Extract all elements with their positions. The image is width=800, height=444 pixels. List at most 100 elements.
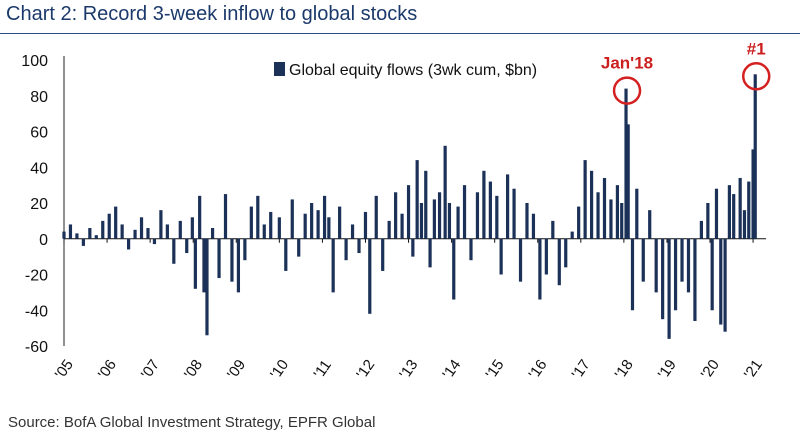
- bar: [202, 238, 206, 293]
- y-tick-label: 60: [30, 125, 48, 142]
- bar: [452, 238, 456, 300]
- bar: [68, 224, 73, 239]
- bar: [146, 228, 150, 239]
- bar: [81, 238, 85, 246]
- bar-series: [62, 74, 757, 339]
- bar: [243, 238, 247, 261]
- bar: [589, 170, 594, 239]
- bar: [165, 224, 169, 239]
- bar: [714, 188, 719, 239]
- bar: [742, 210, 747, 239]
- bar: [344, 238, 348, 261]
- bar: [432, 199, 436, 239]
- bar: [570, 231, 574, 239]
- bar: [506, 174, 510, 239]
- x-tick-label: '21: [741, 357, 766, 383]
- bar: [62, 231, 66, 239]
- bar: [88, 228, 92, 239]
- bar: [630, 238, 635, 311]
- bar: [626, 124, 630, 239]
- bar: [654, 238, 658, 293]
- source-note: Source: BofA Global Investment Strategy,…: [8, 414, 376, 431]
- x-tick-label: '15: [482, 357, 507, 383]
- page-title: Chart 2: Record 3-week inflow to global …: [6, 3, 418, 25]
- annotation-circle: [612, 76, 642, 105]
- bar: [94, 235, 98, 239]
- bar: [447, 203, 452, 239]
- bar: [185, 238, 189, 254]
- bar: [518, 238, 523, 282]
- bar: [381, 238, 385, 271]
- bar: [732, 194, 736, 239]
- bar: [331, 238, 335, 293]
- bar: [667, 238, 671, 339]
- bar: [710, 238, 714, 311]
- bar: [363, 211, 368, 239]
- y-tick-label: -40: [25, 303, 48, 320]
- bar: [641, 238, 645, 282]
- bar: [190, 217, 194, 239]
- bar: [217, 238, 221, 279]
- x-tick-label: '13: [396, 357, 421, 383]
- x-axis: '05 '06 '07 '08 '09 '10 '11 '12 '13 '14 '15 '16 '17 '…: [52, 238, 766, 383]
- annotations: Jan'18 #1: [601, 39, 771, 105]
- y-axis: 100 80 60 40 20 0 -20 -40 -60: [21, 53, 766, 356]
- bar: [747, 181, 751, 239]
- bar: [544, 238, 548, 275]
- bar: [114, 206, 118, 239]
- bar: [620, 203, 624, 239]
- bar: [723, 238, 727, 332]
- bar: [635, 188, 639, 239]
- x-tick-label: '16: [525, 357, 550, 383]
- x-tick-label: '11: [310, 357, 335, 382]
- bar: [178, 220, 182, 239]
- x-tick-label: '06: [95, 357, 120, 383]
- bar: [374, 195, 378, 239]
- x-tick-label: '05: [52, 357, 77, 383]
- bar: [602, 177, 607, 239]
- y-tick-label: 80: [30, 89, 48, 106]
- bar: [387, 220, 391, 239]
- annotation-label: #1: [747, 39, 766, 58]
- bar: [738, 177, 742, 239]
- bar: [350, 224, 355, 239]
- x-tick-label: '12: [353, 357, 378, 383]
- bar: [210, 228, 215, 239]
- bar: [368, 238, 372, 314]
- bar: [499, 238, 503, 275]
- x-tick-label: '07: [138, 357, 163, 383]
- bar: [357, 238, 361, 254]
- bar: [699, 220, 703, 239]
- bar: [512, 188, 516, 239]
- annotation-circle: [741, 62, 771, 91]
- legend: Global equity flows (3wk cum, $bn): [274, 62, 537, 79]
- bar: [437, 192, 442, 239]
- bar: [133, 229, 137, 239]
- bar: [406, 185, 411, 239]
- bar: [525, 203, 529, 239]
- bar: [101, 220, 105, 239]
- bar: [310, 203, 314, 239]
- y-tick-label: -20: [25, 268, 48, 285]
- bar: [469, 238, 473, 261]
- bar: [223, 194, 228, 239]
- bar: [680, 238, 684, 282]
- bar: [316, 210, 320, 239]
- bar: [624, 88, 628, 239]
- bar: [127, 238, 131, 250]
- x-tick-label: '08: [181, 357, 206, 383]
- bar: [428, 238, 432, 268]
- legend-label: Global equity flows (3wk cum, $bn): [289, 62, 537, 79]
- bar: [583, 160, 587, 239]
- bar: [338, 206, 342, 239]
- bar: [290, 199, 294, 239]
- bar: [424, 170, 428, 239]
- bar: [327, 217, 331, 239]
- bar: [139, 217, 144, 239]
- bar: [531, 213, 536, 239]
- x-tick-label: '19: [655, 357, 680, 383]
- bar: [159, 210, 163, 239]
- bar: [706, 203, 710, 239]
- bar: [596, 192, 600, 239]
